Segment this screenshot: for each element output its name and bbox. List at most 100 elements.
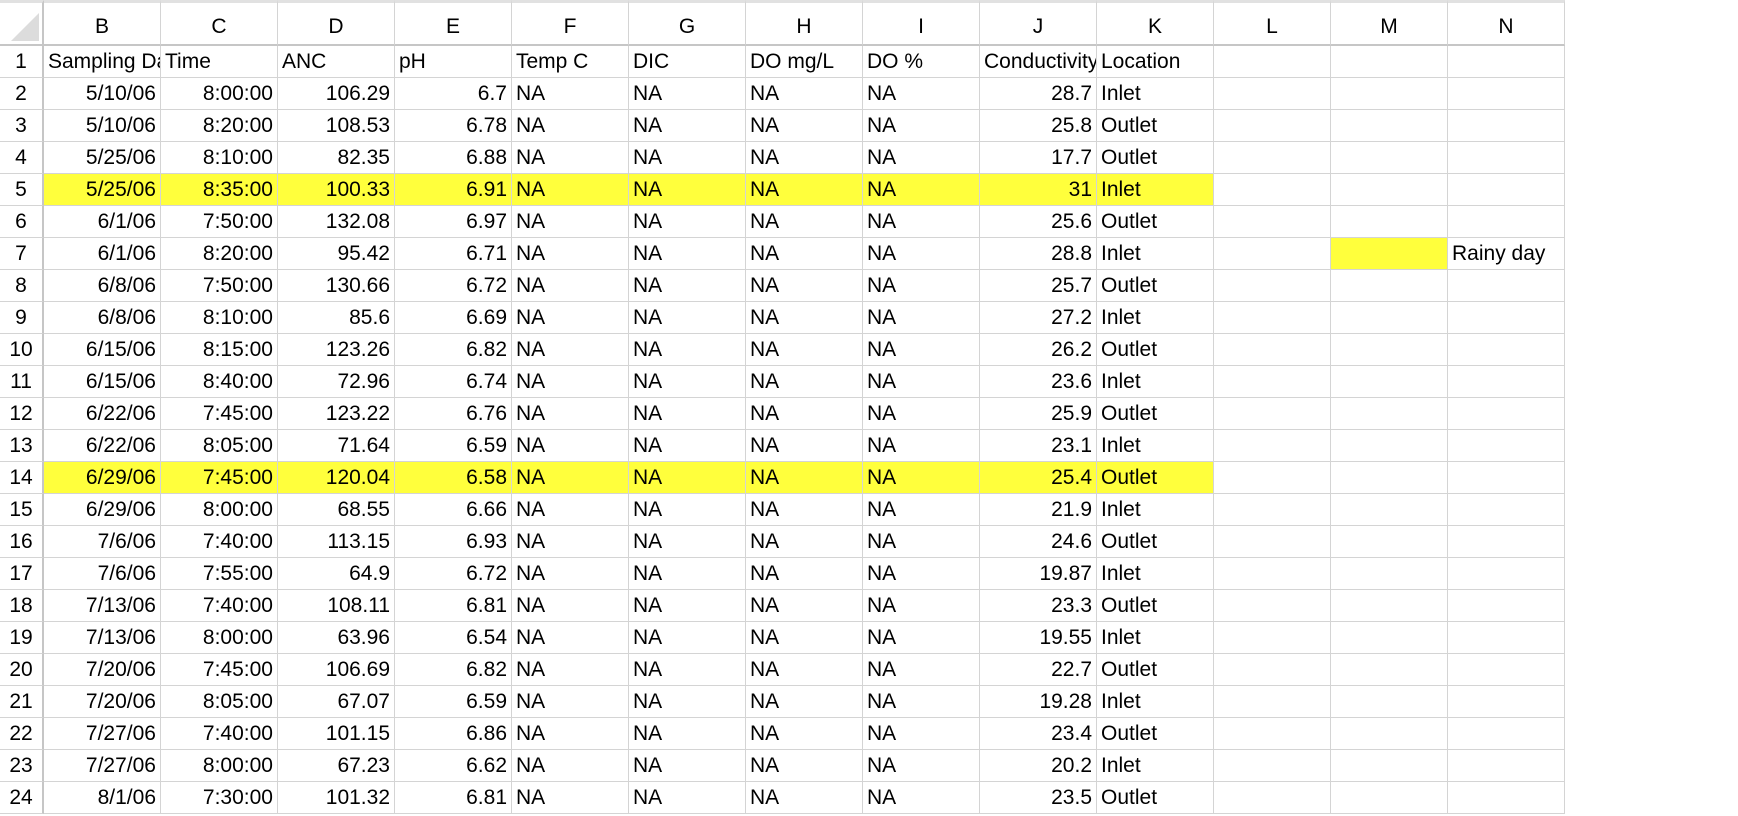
cell-i24[interactable]: NA bbox=[863, 782, 980, 814]
cell-n4[interactable] bbox=[1448, 142, 1565, 174]
cell-k24[interactable]: Outlet bbox=[1097, 782, 1214, 814]
cell-g20[interactable]: NA bbox=[629, 654, 746, 686]
cell-f24[interactable]: NA bbox=[512, 782, 629, 814]
cell-f18[interactable]: NA bbox=[512, 590, 629, 622]
cell-b24[interactable]: 8/1/06 bbox=[44, 782, 161, 814]
cell-n5[interactable] bbox=[1448, 174, 1565, 206]
cell-b19[interactable]: 7/13/06 bbox=[44, 622, 161, 654]
cell-g17[interactable]: NA bbox=[629, 558, 746, 590]
cell-h21[interactable]: NA bbox=[746, 686, 863, 718]
cell-n6[interactable] bbox=[1448, 206, 1565, 238]
cell-e15[interactable]: 6.66 bbox=[395, 494, 512, 526]
cell-l14[interactable] bbox=[1214, 462, 1331, 494]
cell-k16[interactable]: Outlet bbox=[1097, 526, 1214, 558]
cell-c22[interactable]: 7:40:00 bbox=[161, 718, 278, 750]
column-header-k[interactable]: K bbox=[1097, 0, 1214, 46]
cell-i20[interactable]: NA bbox=[863, 654, 980, 686]
cell-h18[interactable]: NA bbox=[746, 590, 863, 622]
cell-l9[interactable] bbox=[1214, 302, 1331, 334]
cell-i23[interactable]: NA bbox=[863, 750, 980, 782]
cell-j9[interactable]: 27.2 bbox=[980, 302, 1097, 334]
cell-n14[interactable] bbox=[1448, 462, 1565, 494]
cell-b11[interactable]: 6/15/06 bbox=[44, 366, 161, 398]
cell-n9[interactable] bbox=[1448, 302, 1565, 334]
cell-k19[interactable]: Inlet bbox=[1097, 622, 1214, 654]
cell-j6[interactable]: 25.6 bbox=[980, 206, 1097, 238]
cell-j2[interactable]: 28.7 bbox=[980, 78, 1097, 110]
cell-e16[interactable]: 6.93 bbox=[395, 526, 512, 558]
cell-b2[interactable]: 5/10/06 bbox=[44, 78, 161, 110]
cell-c19[interactable]: 8:00:00 bbox=[161, 622, 278, 654]
cell-m14[interactable] bbox=[1331, 462, 1448, 494]
cell-c20[interactable]: 7:45:00 bbox=[161, 654, 278, 686]
header-cell-time[interactable]: Time bbox=[161, 46, 278, 78]
cell-k7[interactable]: Inlet bbox=[1097, 238, 1214, 270]
cell-l3[interactable] bbox=[1214, 110, 1331, 142]
cell-f5[interactable]: NA bbox=[512, 174, 629, 206]
cell-i3[interactable]: NA bbox=[863, 110, 980, 142]
header-cell-do-pct[interactable]: DO % bbox=[863, 46, 980, 78]
row-header-2[interactable]: 2 bbox=[0, 78, 44, 110]
cell-e4[interactable]: 6.88 bbox=[395, 142, 512, 174]
cell-m6[interactable] bbox=[1331, 206, 1448, 238]
cell-b13[interactable]: 6/22/06 bbox=[44, 430, 161, 462]
cell-k2[interactable]: Inlet bbox=[1097, 78, 1214, 110]
cell-m9[interactable] bbox=[1331, 302, 1448, 334]
cell-b22[interactable]: 7/27/06 bbox=[44, 718, 161, 750]
row-header-3[interactable]: 3 bbox=[0, 110, 44, 142]
cell-f16[interactable]: NA bbox=[512, 526, 629, 558]
cell-m8[interactable] bbox=[1331, 270, 1448, 302]
cell-d6[interactable]: 132.08 bbox=[278, 206, 395, 238]
cell-d18[interactable]: 108.11 bbox=[278, 590, 395, 622]
row-header-17[interactable]: 17 bbox=[0, 558, 44, 590]
cell-j3[interactable]: 25.8 bbox=[980, 110, 1097, 142]
cell-b15[interactable]: 6/29/06 bbox=[44, 494, 161, 526]
cell-e2[interactable]: 6.7 bbox=[395, 78, 512, 110]
header-cell-conductivity[interactable]: Conductivity bbox=[980, 46, 1097, 78]
cell-f21[interactable]: NA bbox=[512, 686, 629, 718]
cell-e3[interactable]: 6.78 bbox=[395, 110, 512, 142]
column-header-g[interactable]: G bbox=[629, 0, 746, 46]
cell-g19[interactable]: NA bbox=[629, 622, 746, 654]
cell-m20[interactable] bbox=[1331, 654, 1448, 686]
cell-j5[interactable]: 31 bbox=[980, 174, 1097, 206]
cell-c24[interactable]: 7:30:00 bbox=[161, 782, 278, 814]
cell-n23[interactable] bbox=[1448, 750, 1565, 782]
cell-n16[interactable] bbox=[1448, 526, 1565, 558]
cell-j19[interactable]: 19.55 bbox=[980, 622, 1097, 654]
cell-l17[interactable] bbox=[1214, 558, 1331, 590]
cell-l24[interactable] bbox=[1214, 782, 1331, 814]
header-cell-col-m[interactable] bbox=[1331, 46, 1448, 78]
cell-b4[interactable]: 5/25/06 bbox=[44, 142, 161, 174]
cell-i9[interactable]: NA bbox=[863, 302, 980, 334]
cell-l7[interactable] bbox=[1214, 238, 1331, 270]
cell-k8[interactable]: Outlet bbox=[1097, 270, 1214, 302]
row-header-12[interactable]: 12 bbox=[0, 398, 44, 430]
column-header-i[interactable]: I bbox=[863, 0, 980, 46]
cell-j15[interactable]: 21.9 bbox=[980, 494, 1097, 526]
cell-k17[interactable]: Inlet bbox=[1097, 558, 1214, 590]
cell-j16[interactable]: 24.6 bbox=[980, 526, 1097, 558]
cell-m23[interactable] bbox=[1331, 750, 1448, 782]
cell-j7[interactable]: 28.8 bbox=[980, 238, 1097, 270]
cell-d14[interactable]: 120.04 bbox=[278, 462, 395, 494]
cell-e7[interactable]: 6.71 bbox=[395, 238, 512, 270]
cell-i13[interactable]: NA bbox=[863, 430, 980, 462]
cell-g15[interactable]: NA bbox=[629, 494, 746, 526]
cell-e11[interactable]: 6.74 bbox=[395, 366, 512, 398]
cell-d5[interactable]: 100.33 bbox=[278, 174, 395, 206]
cell-c15[interactable]: 8:00:00 bbox=[161, 494, 278, 526]
cell-l12[interactable] bbox=[1214, 398, 1331, 430]
cell-m15[interactable] bbox=[1331, 494, 1448, 526]
cell-n11[interactable] bbox=[1448, 366, 1565, 398]
cell-h10[interactable]: NA bbox=[746, 334, 863, 366]
cell-k14[interactable]: Outlet bbox=[1097, 462, 1214, 494]
header-cell-ph[interactable]: pH bbox=[395, 46, 512, 78]
cell-j17[interactable]: 19.87 bbox=[980, 558, 1097, 590]
row-header-19[interactable]: 19 bbox=[0, 622, 44, 654]
row-header-1[interactable]: 1 bbox=[0, 46, 44, 78]
cell-m10[interactable] bbox=[1331, 334, 1448, 366]
cell-l6[interactable] bbox=[1214, 206, 1331, 238]
cell-d2[interactable]: 106.29 bbox=[278, 78, 395, 110]
header-cell-do-mgl[interactable]: DO mg/L bbox=[746, 46, 863, 78]
